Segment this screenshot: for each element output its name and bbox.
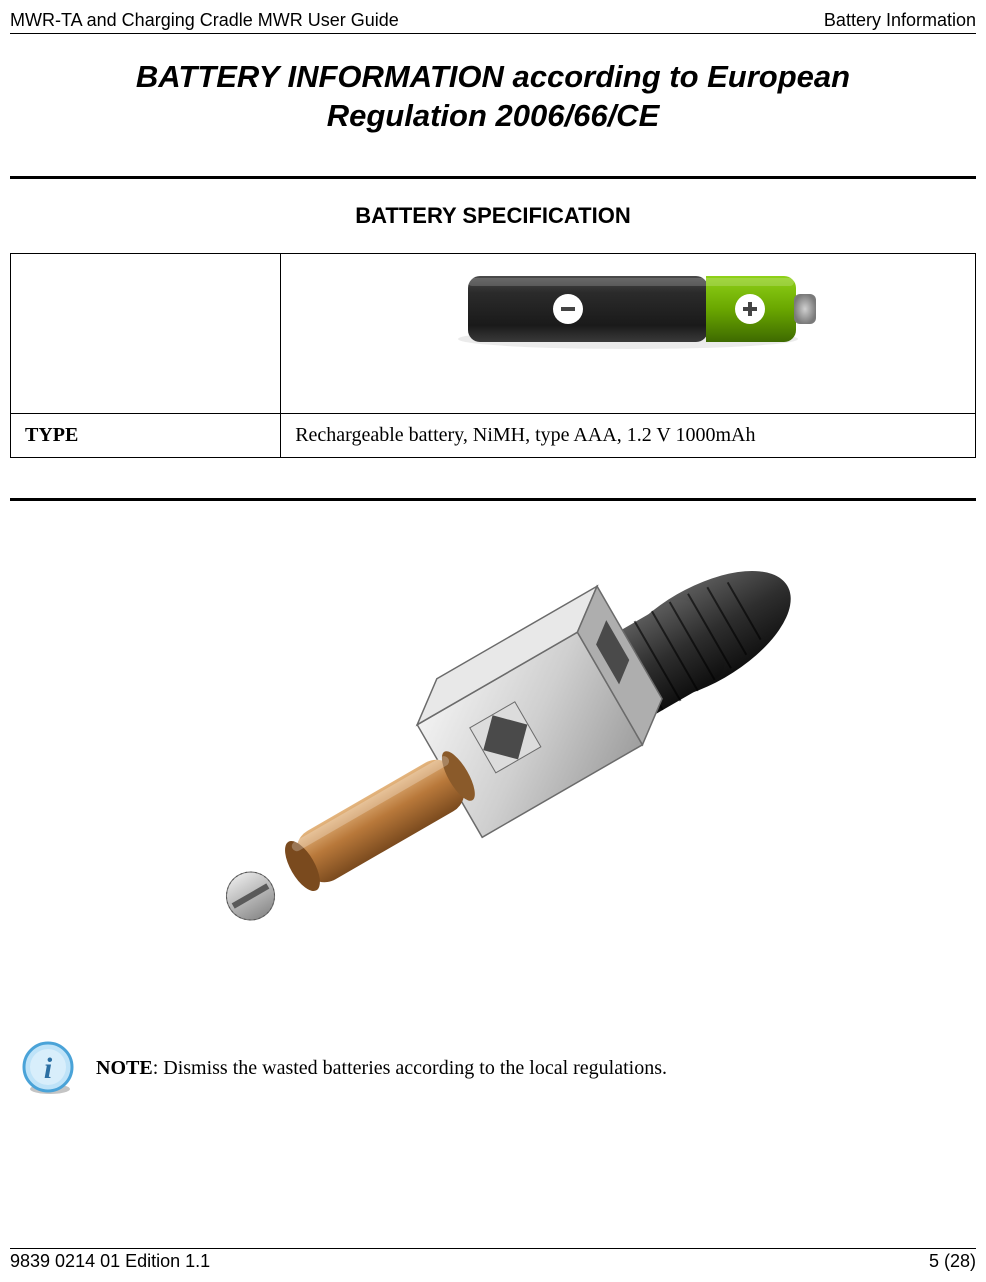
svg-text:i: i <box>44 1052 53 1085</box>
title-line-1: BATTERY INFORMATION according to Europea… <box>136 59 850 94</box>
note-label: NOTE <box>96 1057 153 1079</box>
battery-image-cell <box>281 253 976 413</box>
divider-mid <box>10 498 976 501</box>
note-row: i NOTE: Dismiss the wasted batteries acc… <box>20 1041 976 1097</box>
spec-type-value: Rechargeable battery, NiMH, type AAA, 1.… <box>281 413 976 457</box>
divider-top <box>10 176 976 179</box>
spec-type-label: TYPE <box>11 413 281 457</box>
battery-icon <box>428 264 828 354</box>
info-icon: i <box>20 1041 76 1097</box>
table-row: TYPE Rechargeable battery, NiMH, type AA… <box>11 413 976 457</box>
page-title: BATTERY INFORMATION according to Europea… <box>10 58 976 136</box>
header-right: Battery Information <box>824 10 976 31</box>
note-body: : Dismiss the wasted batteries according… <box>153 1057 667 1079</box>
note-text: NOTE: Dismiss the wasted batteries accor… <box>96 1057 667 1080</box>
page-footer: 9839 0214 01 Edition 1.1 5 (28) <box>10 1248 976 1272</box>
table-row <box>11 253 976 413</box>
footer-left: 9839 0214 01 Edition 1.1 <box>10 1251 210 1272</box>
page-header: MWR-TA and Charging Cradle MWR User Guid… <box>10 10 976 34</box>
title-line-2: Regulation 2006/66/CE <box>327 98 660 133</box>
spec-empty-cell <box>11 253 281 413</box>
footer-right: 5 (28) <box>929 1251 976 1272</box>
spec-table: TYPE Rechargeable battery, NiMH, type AA… <box>10 253 976 458</box>
tool-image <box>10 541 976 971</box>
section-title: BATTERY SPECIFICATION <box>10 203 976 229</box>
header-left: MWR-TA and Charging Cradle MWR User Guid… <box>10 10 399 31</box>
tool-icon <box>143 541 843 971</box>
